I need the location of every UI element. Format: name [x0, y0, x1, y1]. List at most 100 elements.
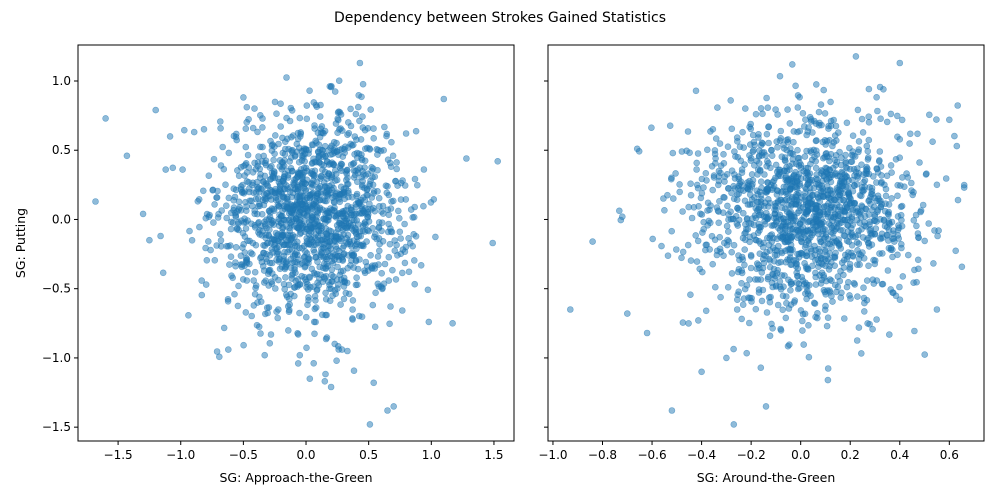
scatter-point	[728, 248, 736, 256]
scatter-point	[914, 256, 922, 264]
scatter-point	[749, 148, 757, 155]
scatter-point	[746, 238, 753, 246]
scatter-point	[784, 219, 792, 226]
scatter-point	[824, 314, 832, 322]
scatter-point	[817, 254, 825, 262]
scatter-point	[242, 309, 250, 316]
scatter-point	[854, 293, 861, 300]
scatter-point	[873, 197, 880, 205]
scatter-point	[323, 175, 331, 182]
scatter-point	[747, 264, 755, 272]
scatter-point	[709, 186, 717, 194]
scatter-point	[349, 306, 356, 313]
scatter-point	[739, 128, 746, 136]
scatter-point	[688, 214, 696, 222]
scatter-point	[395, 215, 403, 222]
scatter-point	[231, 193, 239, 201]
scatter-point	[933, 306, 941, 313]
scatter-point	[262, 157, 270, 164]
scatter-point	[463, 155, 470, 162]
scatter-point	[816, 181, 823, 189]
scatter-point	[397, 235, 405, 242]
scatter-point	[210, 155, 218, 163]
scatter-point	[757, 240, 764, 247]
scatter-point	[758, 297, 766, 305]
scatter-point	[286, 205, 294, 213]
scatter-point	[243, 277, 251, 284]
scatter-point	[283, 74, 290, 81]
scatter-point	[335, 151, 342, 159]
scatter-point	[217, 237, 225, 244]
scatter-point	[694, 150, 702, 157]
scatter-point	[287, 213, 295, 220]
scatter-point	[260, 201, 268, 209]
scatter-point	[254, 195, 262, 202]
x-tick-label: 0.6	[940, 448, 959, 462]
scatter-point	[261, 172, 269, 180]
scatter-point	[717, 169, 724, 177]
scatter-point	[420, 166, 428, 173]
scatter-point	[697, 210, 704, 218]
scatter-point	[210, 219, 217, 226]
scatter-point	[913, 278, 920, 286]
scatter-point	[766, 263, 774, 271]
scatter-point	[823, 153, 831, 160]
scatter-point	[386, 320, 393, 328]
scatter-point	[712, 135, 720, 142]
scatter-point	[326, 285, 333, 292]
scatter-point	[276, 182, 284, 190]
scatter-point	[865, 113, 873, 120]
scatter-point	[287, 154, 295, 161]
scatter-point	[885, 201, 893, 208]
scatter-point	[223, 214, 230, 222]
scatter-point	[359, 80, 367, 88]
x-tick-label: 0.5	[359, 448, 378, 462]
scatter-point	[831, 262, 839, 270]
scatter-point	[310, 283, 317, 291]
scatter-point	[248, 220, 255, 228]
scatter-point	[202, 244, 209, 252]
scatter-point	[301, 158, 309, 165]
scatter-point	[780, 183, 788, 191]
scatter-point	[934, 232, 941, 240]
scatter-point	[763, 94, 770, 102]
scatter-point	[784, 256, 791, 263]
scatter-point	[205, 172, 213, 179]
scatter-point	[274, 314, 282, 322]
scatter-point	[841, 216, 849, 224]
scatter-point	[252, 282, 260, 289]
scatter-point	[852, 233, 859, 240]
scatter-point	[285, 306, 293, 314]
scatter-point	[849, 132, 857, 139]
scatter-point	[289, 189, 297, 197]
scatter-point	[827, 196, 835, 203]
scatter-point	[676, 181, 683, 188]
scatter-point	[728, 125, 736, 133]
scatter-point	[776, 278, 784, 285]
scatter-point	[933, 181, 941, 189]
scatter-point	[861, 183, 869, 190]
scatter-point	[799, 327, 806, 334]
scatter-point	[333, 357, 340, 365]
scatter-point	[799, 203, 807, 211]
scatter-point	[717, 162, 725, 169]
scatter-point	[279, 134, 286, 142]
scatter-point	[241, 172, 248, 179]
scatter-point	[812, 281, 820, 288]
scatter-point	[888, 169, 895, 176]
scatter-point	[796, 127, 804, 135]
x-tick-label: 1.0	[422, 448, 441, 462]
scatter-point	[664, 191, 671, 199]
scatter-point	[284, 171, 292, 179]
scatter-point	[861, 222, 868, 230]
scatter-point	[301, 273, 308, 281]
scatter-point	[800, 231, 808, 238]
scatter-point	[679, 319, 687, 326]
scatter-point	[337, 125, 344, 132]
scatter-point	[383, 132, 390, 140]
scatter-point	[299, 175, 306, 182]
scatter-point	[268, 188, 276, 196]
scatter-point	[756, 250, 764, 257]
scatter-point	[797, 307, 805, 314]
scatter-point	[399, 177, 406, 184]
